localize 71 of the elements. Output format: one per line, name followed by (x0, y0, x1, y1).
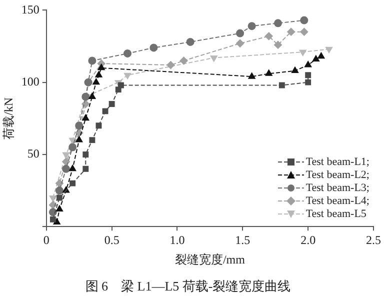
y-tick-label: 50 (27, 146, 40, 161)
legend-label: Test beam-L2; (306, 168, 370, 182)
point (287, 28, 296, 36)
point (96, 122, 102, 129)
x-tick-label: 1.0 (170, 232, 185, 247)
point (56, 205, 64, 212)
x-axis-title: 裂缝宽度/mm (174, 252, 246, 266)
point (186, 38, 194, 46)
point (305, 72, 312, 78)
y-axis-title: 荷载/kN (1, 97, 16, 140)
point (236, 29, 244, 38)
point (88, 56, 96, 65)
point (278, 82, 285, 88)
point (248, 72, 256, 79)
point (236, 39, 244, 48)
point (150, 44, 158, 52)
point (55, 179, 64, 188)
point (62, 158, 70, 166)
point (248, 22, 256, 30)
point (56, 194, 62, 201)
point (89, 137, 96, 144)
x-tick-label: 2.0 (300, 232, 316, 247)
point (300, 28, 308, 36)
point (88, 92, 96, 100)
point (300, 16, 308, 24)
y-tick-label: 150 (21, 2, 40, 16)
point (124, 72, 132, 80)
point (274, 40, 282, 49)
point (166, 61, 175, 70)
point (82, 114, 90, 121)
point (70, 180, 76, 186)
y-tick-label: 100 (21, 74, 40, 88)
point (124, 49, 132, 58)
point (305, 79, 312, 86)
point (304, 61, 312, 68)
point (312, 55, 320, 62)
point (98, 64, 105, 70)
point (48, 200, 57, 209)
point (102, 108, 108, 114)
legend-label: Test beam-L1; (306, 156, 370, 169)
point (50, 216, 56, 222)
point (264, 32, 273, 40)
point (62, 152, 70, 158)
point (180, 56, 188, 65)
point (75, 122, 84, 130)
point (210, 56, 218, 62)
x-tick-label: 0.5 (104, 232, 120, 247)
x-tick-label: 0 (43, 232, 50, 247)
point (82, 151, 89, 158)
point (92, 78, 100, 85)
point (68, 143, 77, 152)
point (76, 136, 83, 142)
point (82, 166, 89, 172)
x-tick-label: 1.5 (235, 232, 250, 247)
x-tick-label: 2.5 (366, 232, 381, 247)
legend-label: Test beam-L5 (306, 208, 366, 221)
point (318, 52, 325, 59)
legend-label: Test beam-L3; (306, 182, 370, 195)
point (265, 70, 272, 76)
point (55, 186, 64, 195)
point (95, 71, 102, 78)
point (291, 66, 299, 74)
point (62, 164, 70, 173)
text: 图 6 梁 L1—L5 荷载-裂缝宽度曲线 (85, 278, 291, 294)
point (274, 19, 282, 28)
point (118, 82, 124, 88)
legend-label: Test beam-L4; (306, 194, 370, 208)
point (69, 164, 76, 172)
point (299, 50, 306, 56)
point (108, 101, 115, 107)
point (325, 46, 333, 54)
